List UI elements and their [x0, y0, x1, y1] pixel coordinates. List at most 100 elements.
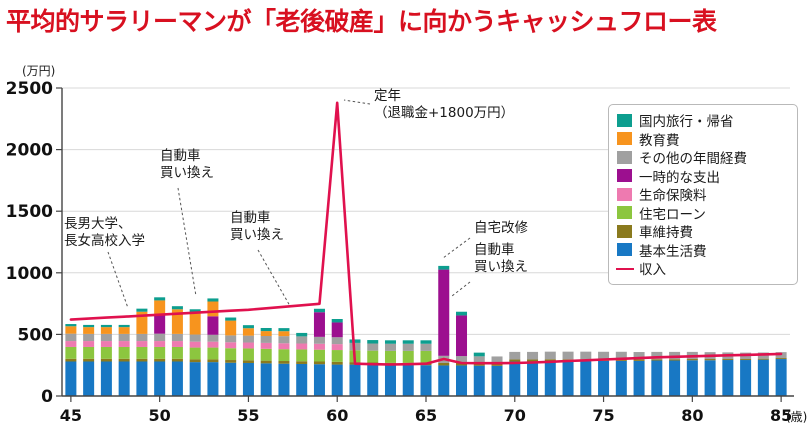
bar-segment-生命保険料 — [260, 342, 272, 349]
bar-segment-車維持費 — [527, 359, 539, 362]
bar-85[interactable] — [775, 352, 787, 396]
legend-item-2[interactable]: 教育費 — [617, 130, 789, 149]
bar-51[interactable] — [171, 306, 183, 396]
bar-63[interactable] — [384, 340, 396, 396]
bar-segment-車維持費 — [83, 358, 95, 362]
bar-segment-その他の年間経費 — [260, 336, 272, 343]
bar-67[interactable] — [456, 311, 468, 396]
bar-78[interactable] — [651, 351, 663, 396]
bar-81[interactable] — [704, 352, 716, 396]
bar-74[interactable] — [580, 351, 592, 396]
bar-72[interactable] — [544, 351, 556, 396]
annotation-leader-line — [107, 251, 129, 309]
bar-segment-国内旅行・帰省 — [65, 324, 77, 327]
bar-50[interactable] — [154, 297, 166, 396]
legend-item-4[interactable]: 一時的な支出 — [617, 167, 789, 186]
annotation-label: 長男大学、 — [64, 216, 132, 232]
bar-segment-教育費 — [118, 327, 130, 334]
legend-item-3[interactable]: その他の年間経費 — [617, 148, 789, 167]
bar-54[interactable] — [225, 317, 237, 396]
legend-item-label: 教育費 — [639, 132, 680, 149]
bar-segment-基本生活費 — [349, 364, 361, 396]
bar-45[interactable] — [65, 324, 77, 396]
legend-line-swatch — [616, 262, 634, 275]
bar-segment-住宅ローン — [136, 346, 148, 359]
bar-70[interactable] — [509, 351, 521, 396]
bar-46[interactable] — [83, 324, 95, 396]
bar-49[interactable] — [136, 308, 148, 396]
legend-item-label: 基本生活費 — [639, 243, 707, 260]
legend-item-label: 収入 — [639, 262, 666, 279]
bar-segment-教育費 — [83, 327, 95, 334]
bar-segment-基本生活費 — [136, 361, 148, 396]
legend-item-label: 住宅ローン — [639, 206, 706, 223]
bar-82[interactable] — [722, 352, 734, 396]
bar-57[interactable] — [278, 328, 290, 396]
legend-item-5[interactable]: 生命保険料 — [617, 185, 789, 204]
bar-68[interactable] — [473, 352, 485, 396]
bar-66[interactable] — [438, 265, 450, 396]
bar-60[interactable] — [331, 319, 343, 396]
bar-segment-生命保険料 — [65, 341, 77, 347]
annotation-retirement: 定年（退職金+1800万円） — [343, 88, 514, 121]
bar-48[interactable] — [118, 324, 130, 396]
y-tick-label: 0 — [41, 387, 53, 407]
bar-segment-基本生活費 — [296, 363, 308, 396]
bar-56[interactable] — [260, 327, 272, 396]
bar-segment-その他の年間経費 — [544, 351, 556, 360]
bar-segment-国内旅行・帰省 — [384, 340, 396, 344]
bar-64[interactable] — [402, 340, 414, 396]
bar-segment-国内旅行・帰省 — [189, 309, 201, 313]
bar-segment-その他の年間経費 — [278, 336, 290, 344]
bar-76[interactable] — [615, 351, 627, 396]
bar-segment-住宅ローン — [296, 349, 308, 362]
bar-segment-その他の年間経費 — [580, 351, 592, 360]
bar-62[interactable] — [367, 340, 379, 396]
bar-segment-その他の年間経費 — [189, 334, 201, 342]
bar-segment-国内旅行・帰省 — [225, 317, 237, 321]
bar-79[interactable] — [669, 351, 681, 396]
bar-77[interactable] — [633, 352, 645, 396]
annotation-education-start: 長男大学、長女高校入学 — [64, 216, 145, 309]
bar-58[interactable] — [296, 332, 308, 396]
bar-47[interactable] — [100, 324, 112, 396]
bar-83[interactable] — [740, 352, 752, 396]
bar-segment-基本生活費 — [420, 365, 432, 396]
annotation-leader-line — [257, 249, 291, 307]
bar-segment-その他の年間経費 — [207, 334, 219, 342]
bar-segment-住宅ローン — [242, 348, 254, 361]
bar-59[interactable] — [313, 308, 325, 396]
bar-segment-基本生活費 — [615, 360, 627, 396]
bar-segment-車維持費 — [669, 359, 681, 361]
legend-item-1[interactable]: 国内旅行・帰省 — [617, 111, 789, 130]
bar-segment-車維持費 — [100, 358, 112, 362]
bar-segment-住宅ローン — [65, 346, 77, 359]
bar-65[interactable] — [420, 340, 432, 396]
bar-segment-その他の年間経費 — [367, 343, 379, 351]
legend-item-8[interactable]: 基本生活費 — [617, 241, 789, 260]
bar-84[interactable] — [757, 352, 769, 396]
legend-item-7[interactable]: 車維持費 — [617, 222, 789, 241]
legend-item-9[interactable]: 収入 — [616, 259, 789, 279]
y-tick-label: 2000 — [6, 141, 53, 161]
bar-segment-車維持費 — [171, 358, 183, 362]
annotation-label: 買い換え — [160, 165, 214, 181]
bar-55[interactable] — [242, 325, 254, 396]
bar-segment-住宅ローン — [189, 347, 201, 360]
income-line — [69, 101, 783, 366]
bar-segment-基本生活費 — [651, 360, 663, 396]
bar-segment-教育費 — [171, 309, 183, 334]
bar-53[interactable] — [207, 298, 219, 396]
bar-73[interactable] — [562, 351, 574, 396]
bar-52[interactable] — [189, 309, 201, 396]
bar-80[interactable] — [686, 351, 698, 396]
bar-segment-車維持費 — [509, 359, 521, 362]
bar-71[interactable] — [527, 351, 539, 396]
bar-segment-教育費 — [65, 326, 77, 334]
legend-item-6[interactable]: 住宅ローン — [617, 204, 789, 223]
annotation-label: 定年 — [374, 88, 401, 104]
bar-69[interactable] — [491, 356, 503, 396]
y-tick-label: 1500 — [6, 202, 53, 222]
bar-segment-基本生活費 — [775, 359, 787, 396]
